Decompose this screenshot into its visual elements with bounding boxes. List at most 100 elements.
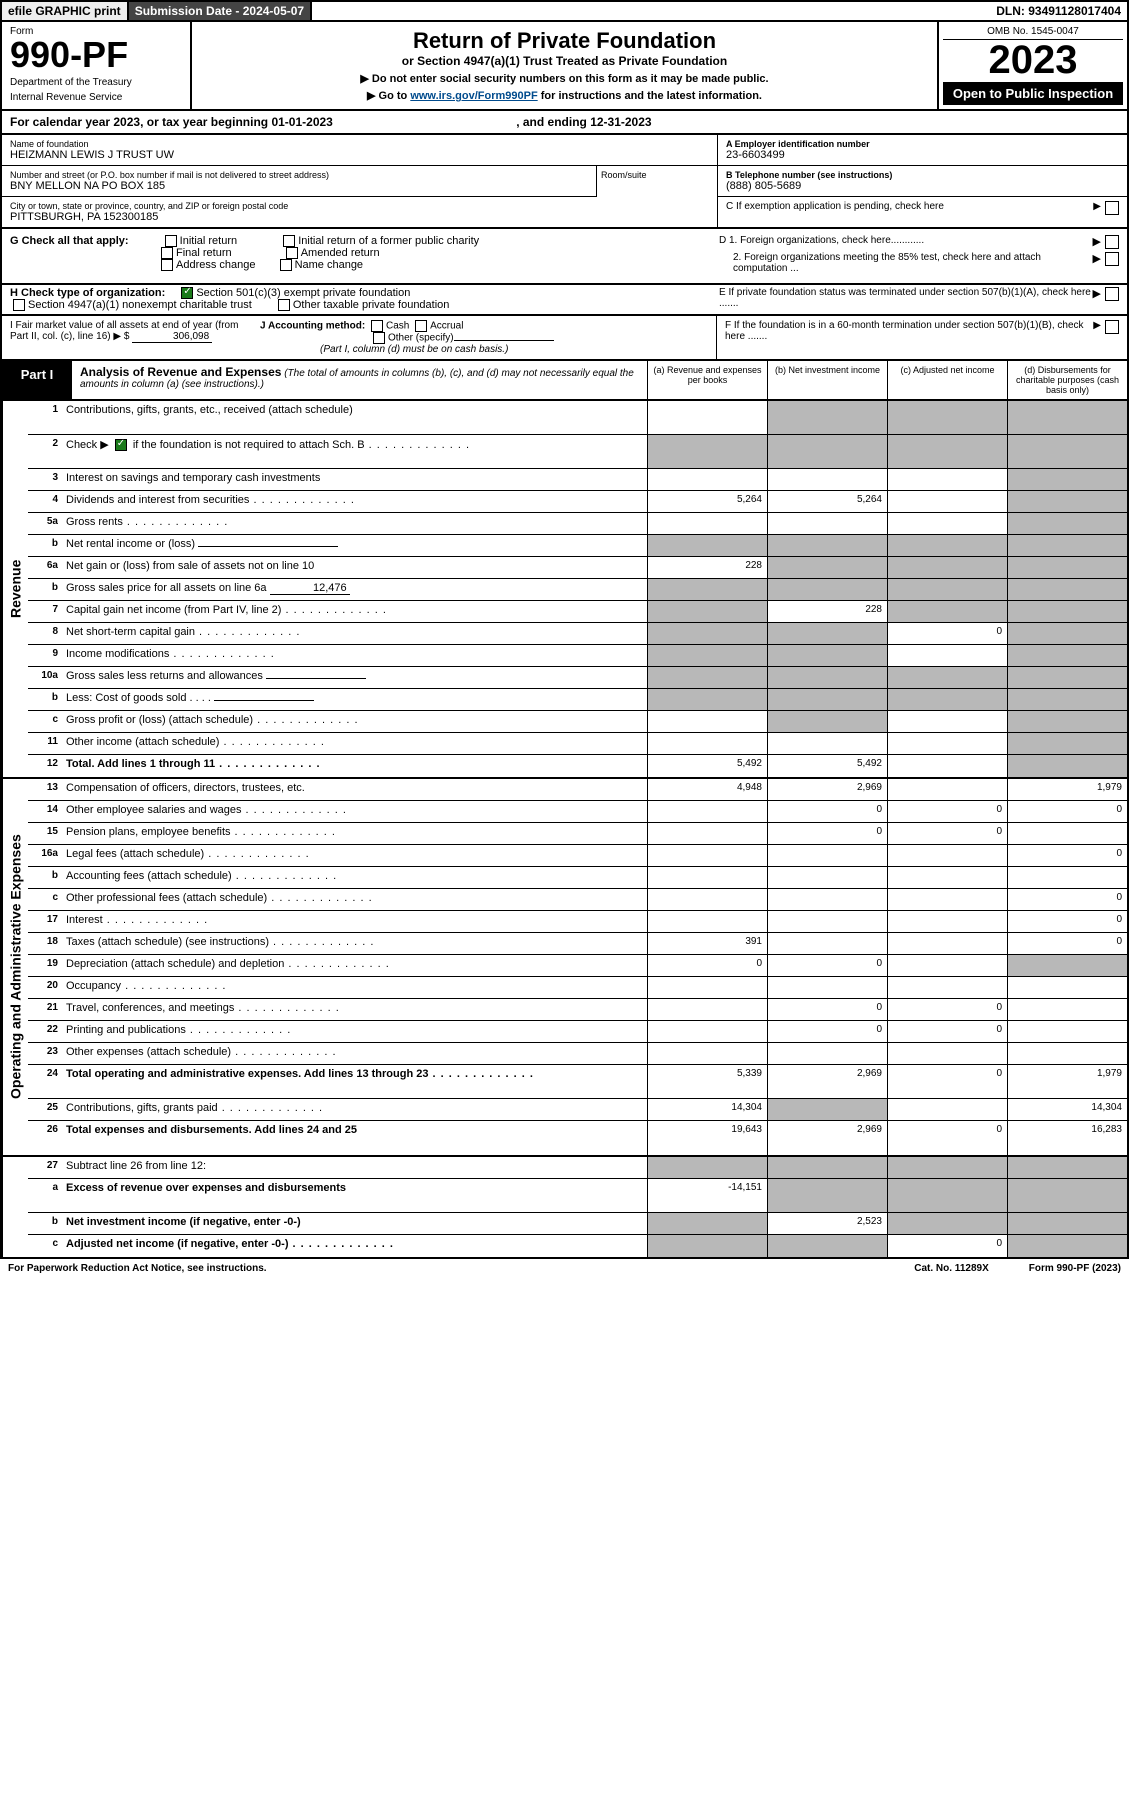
efile-print-button[interactable]: efile GRAPHIC print (2, 2, 129, 20)
l27a: Excess of revenue over expenses and disb… (62, 1179, 647, 1212)
l27b-b: 2,523 (767, 1213, 887, 1234)
room-cell: Room/suite (597, 166, 717, 197)
l6a-a: 228 (647, 557, 767, 578)
l19-a: 0 (647, 955, 767, 976)
l3: Interest on savings and temporary cash i… (62, 469, 647, 490)
l24-c: 0 (887, 1065, 1007, 1098)
h-501c3-checkbox[interactable] (181, 287, 193, 299)
info-block: Name of foundation HEIZMANN LEWIS J TRUS… (0, 135, 1129, 229)
g-opt-5: Name change (295, 259, 364, 271)
l7: Capital gain net income (from Part IV, l… (62, 601, 647, 622)
g-formerpublic-checkbox[interactable] (283, 235, 295, 247)
g-opt-0: Initial return (180, 235, 237, 247)
l22: Printing and publications (62, 1021, 647, 1042)
l14: Other employee salaries and wages (62, 801, 647, 822)
f-checkbox[interactable] (1105, 320, 1119, 334)
l10c-text: Gross profit or (loss) (attach schedule) (66, 714, 253, 726)
form-link[interactable]: www.irs.gov/Form990PF (410, 90, 537, 102)
l23: Other expenses (attach schedule) (62, 1043, 647, 1064)
city: PITTSBURGH, PA 152300185 (10, 211, 709, 223)
l6b: Gross sales price for all assets on line… (62, 579, 647, 600)
l10b-input[interactable] (214, 700, 314, 701)
phone: (888) 805-5689 (726, 180, 1119, 192)
expenses-side-label: Operating and Administrative Expenses (2, 779, 28, 1155)
g-initial-checkbox[interactable] (165, 235, 177, 247)
footer-left: For Paperwork Reduction Act Notice, see … (8, 1263, 267, 1274)
l15: Pension plans, employee benefits (62, 823, 647, 844)
l16a: Legal fees (attach schedule) (62, 845, 647, 866)
l9: Income modifications (62, 645, 647, 666)
g-label: G Check all that apply: (10, 235, 129, 247)
l23-text: Other expenses (attach schedule) (66, 1046, 231, 1058)
g-opt-1: Final return (176, 247, 232, 259)
l16c-text: Other professional fees (attach schedule… (66, 892, 267, 904)
f-label: F If the foundation is in a 60-month ter… (725, 320, 1093, 342)
l6b-val: 12,476 (270, 582, 350, 595)
l7-b: 228 (767, 601, 887, 622)
g-amended-checkbox[interactable] (286, 247, 298, 259)
l16b: Accounting fees (attach schedule) (62, 867, 647, 888)
arrow-icon: ▶ (1093, 320, 1101, 331)
col-a-header: (a) Revenue and expenses per books (647, 361, 767, 399)
l20-text: Occupancy (66, 980, 121, 992)
l25: Contributions, gifts, grants paid (62, 1099, 647, 1120)
l11-text: Other income (attach schedule) (66, 736, 219, 748)
d2-checkbox[interactable] (1105, 252, 1119, 266)
tax-year: 2023 (943, 40, 1123, 80)
l10b: Less: Cost of goods sold . . . . (62, 689, 647, 710)
c-checkbox[interactable] (1105, 201, 1119, 215)
g-final-checkbox[interactable] (161, 247, 173, 259)
room-label: Room/suite (601, 170, 713, 180)
dept-treasury: Department of the Treasury (10, 77, 182, 88)
cal-b: , and ending (516, 115, 590, 129)
header-right: OMB No. 1545-0047 2023 Open to Public In… (937, 22, 1127, 109)
blank-side (2, 1157, 28, 1257)
l24-text: Total operating and administrative expen… (66, 1068, 428, 1080)
info-right: A Employer identification number 23-6603… (717, 135, 1127, 227)
g-address-checkbox[interactable] (161, 259, 173, 271)
col-d-header: (d) Disbursements for charitable purpose… (1007, 361, 1127, 399)
l21-b: 0 (767, 999, 887, 1020)
l27c-text: Adjusted net income (if negative, enter … (66, 1238, 288, 1250)
l14-d: 0 (1007, 801, 1127, 822)
form-title: Return of Private Foundation (202, 28, 927, 54)
h-4947-checkbox[interactable] (13, 299, 25, 311)
l8-c: 0 (887, 623, 1007, 644)
l26-b: 2,969 (767, 1121, 887, 1155)
j-other-checkbox[interactable] (373, 332, 385, 344)
g-d-row: G Check all that apply: Initial return I… (0, 229, 1129, 285)
j-other-input[interactable] (454, 340, 554, 341)
l10a-input[interactable] (266, 678, 366, 679)
l21: Travel, conferences, and meetings (62, 999, 647, 1020)
j-accrual-checkbox[interactable] (415, 320, 427, 332)
l19: Depreciation (attach schedule) and deple… (62, 955, 647, 976)
l13-a: 4,948 (647, 779, 767, 800)
l22-c: 0 (887, 1021, 1007, 1042)
l25-text: Contributions, gifts, grants paid (66, 1102, 218, 1114)
top-bar: efile GRAPHIC print Submission Date - 20… (0, 0, 1129, 22)
l22-text: Printing and publications (66, 1024, 186, 1036)
l24-d: 1,979 (1007, 1065, 1127, 1098)
l17-text: Interest (66, 914, 103, 926)
l2-checkbox[interactable] (115, 439, 127, 451)
h-opt3: Other taxable private foundation (293, 299, 450, 311)
d1-checkbox[interactable] (1105, 235, 1119, 249)
phone-cell: B Telephone number (see instructions) (8… (718, 166, 1127, 197)
open-inspection: Open to Public Inspection (943, 82, 1123, 105)
revenue-side-label: Revenue (2, 401, 28, 777)
l26-a: 19,643 (647, 1121, 767, 1155)
g-opt-3: Initial return of a former public charit… (298, 235, 479, 247)
l12-text: Total. Add lines 1 through 11 (66, 758, 215, 770)
d1-label: D 1. Foreign organizations, check here..… (719, 235, 1093, 246)
arrow-icon: ▶ (1093, 252, 1101, 265)
g-name-checkbox[interactable] (280, 259, 292, 271)
l7-text: Capital gain net income (from Part IV, l… (66, 604, 281, 616)
e-checkbox[interactable] (1105, 287, 1119, 301)
l26-c: 0 (887, 1121, 1007, 1155)
arrow-icon: ▶ (1093, 201, 1101, 212)
l27c: Adjusted net income (if negative, enter … (62, 1235, 647, 1257)
h-other-checkbox[interactable] (278, 299, 290, 311)
subdate-label: Submission Date - (135, 4, 243, 18)
j-cash-checkbox[interactable] (371, 320, 383, 332)
l5b-input[interactable] (198, 546, 338, 547)
